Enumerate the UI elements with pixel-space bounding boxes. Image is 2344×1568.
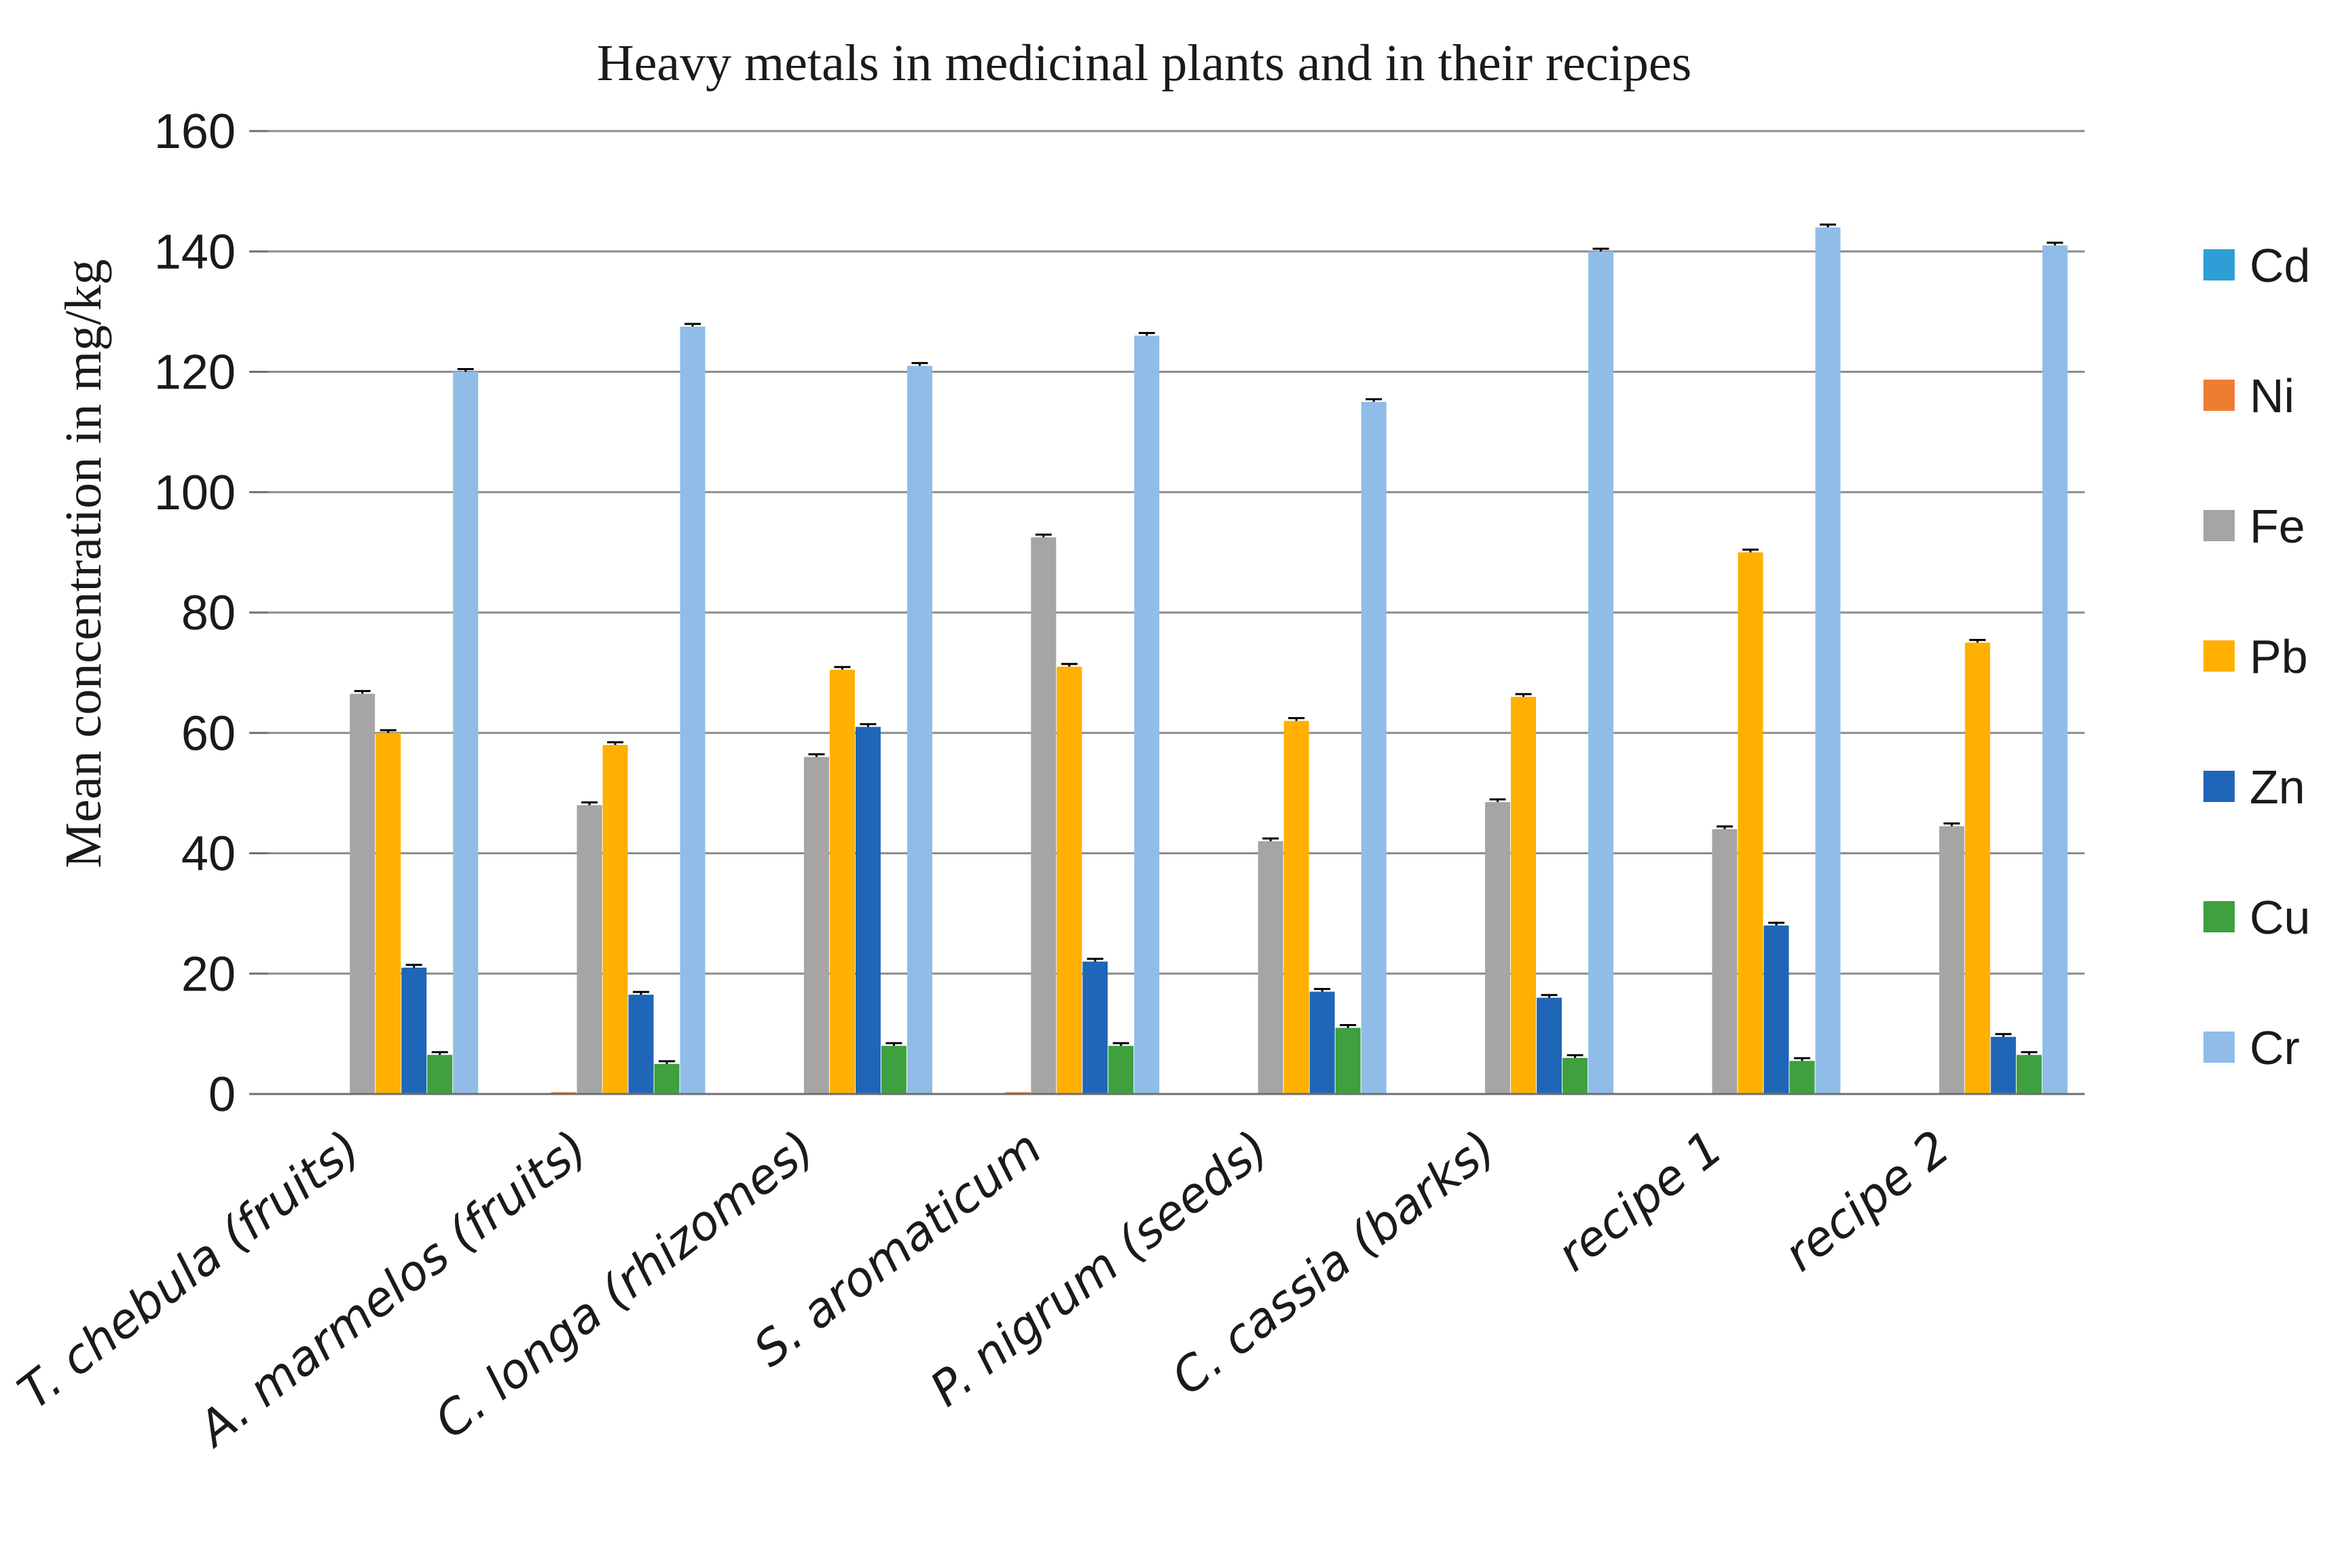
bar-zn — [1082, 962, 1108, 1094]
y-tick-label: 0 — [208, 1068, 236, 1122]
bar-cr — [453, 371, 479, 1094]
x-tick-label: C. longa (rhizomes) — [424, 1120, 825, 1450]
bar-pb — [1511, 697, 1537, 1094]
bar-cu — [1108, 1046, 1134, 1094]
bars — [350, 227, 2068, 1095]
bar-pb — [376, 733, 401, 1094]
bar-cu — [654, 1063, 680, 1094]
legend-swatch-cu — [2203, 901, 2235, 932]
legend-label-fe: Fe — [2250, 500, 2305, 553]
bar-fe — [1258, 841, 1283, 1094]
bar-fe — [803, 756, 829, 1094]
bar-pb — [829, 670, 855, 1094]
bar-cr — [1588, 251, 1614, 1094]
error-bars — [354, 223, 2064, 1064]
legend-swatch-ni — [2203, 380, 2235, 411]
bar-pb — [1738, 552, 1763, 1094]
legend-label-zn: Zn — [2250, 761, 2305, 814]
bar-zn — [628, 994, 654, 1094]
x-tick-label: A. marmelos (fruits) — [186, 1120, 598, 1459]
bar-cr — [1361, 401, 1387, 1094]
x-ticks: T. chebula (fruits)A. marmelos (fruits)C… — [8, 1120, 1960, 1459]
y-tick-label: 60 — [181, 706, 236, 761]
bar-pb — [1057, 666, 1082, 1094]
bar-cu — [427, 1055, 453, 1094]
bar-cr — [907, 365, 932, 1095]
bar-cr — [2042, 245, 2068, 1095]
bar-cu — [1335, 1027, 1361, 1094]
bar-pb — [1283, 721, 1309, 1094]
bar-pb — [602, 744, 628, 1094]
bar-cr — [1815, 227, 1841, 1094]
legend-swatch-zn — [2203, 771, 2235, 802]
legend-label-ni: Ni — [2250, 369, 2294, 422]
legend: Cd Ni Fe Pb Zn Cu Cr — [2203, 239, 2310, 1074]
legend-swatch-cd — [2203, 249, 2235, 280]
y-tick-label: 20 — [181, 947, 236, 1002]
legend-label-cr: Cr — [2250, 1021, 2300, 1074]
legend-swatch-cr — [2203, 1032, 2235, 1063]
legend-label-cu: Cu — [2250, 891, 2310, 944]
y-tick-label: 40 — [181, 827, 236, 881]
bar-zn — [1763, 925, 1789, 1094]
y-tick-label: 140 — [154, 225, 236, 279]
y-tick-label: 100 — [154, 466, 236, 520]
bar-cu — [881, 1046, 907, 1094]
bar-fe — [576, 805, 602, 1094]
bar-zn — [1309, 991, 1335, 1094]
bar-fe — [1939, 826, 1964, 1094]
bar-pb — [1964, 642, 1990, 1094]
legend-swatch-pb — [2203, 640, 2235, 672]
bar-fe — [350, 693, 376, 1094]
x-tick-label: recipe 2 — [1774, 1120, 1960, 1283]
y-tick-label: 160 — [154, 105, 236, 159]
bar-zn — [401, 967, 427, 1094]
x-tick-label: recipe 1 — [1547, 1120, 1733, 1283]
bar-cr — [680, 327, 706, 1094]
bar-cu — [2016, 1055, 2042, 1094]
bar-fe — [1712, 829, 1738, 1094]
y-ticks: 0 20 40 60 80 100 120 140 160 — [154, 105, 268, 1122]
bar-fe — [1485, 802, 1511, 1094]
bar-fe — [1031, 537, 1057, 1094]
y-tick-label: 80 — [181, 586, 236, 640]
bar-zn — [1537, 998, 1562, 1094]
gridlines — [268, 130, 2085, 975]
chart-title: Heavy metals in medicinal plants and in … — [597, 35, 1691, 92]
bar-cu — [1789, 1061, 1815, 1094]
legend-swatch-fe — [2203, 510, 2235, 541]
legend-label-cd: Cd — [2250, 239, 2310, 292]
bar-zn — [855, 727, 881, 1094]
bar-zn — [1990, 1036, 2016, 1094]
y-axis-label: Mean concentration in mg/kg — [55, 259, 112, 869]
legend-label-pb: Pb — [2250, 630, 2308, 683]
y-tick-label: 120 — [154, 346, 236, 400]
bar-cu — [1562, 1057, 1588, 1094]
bar-cr — [1134, 335, 1160, 1095]
